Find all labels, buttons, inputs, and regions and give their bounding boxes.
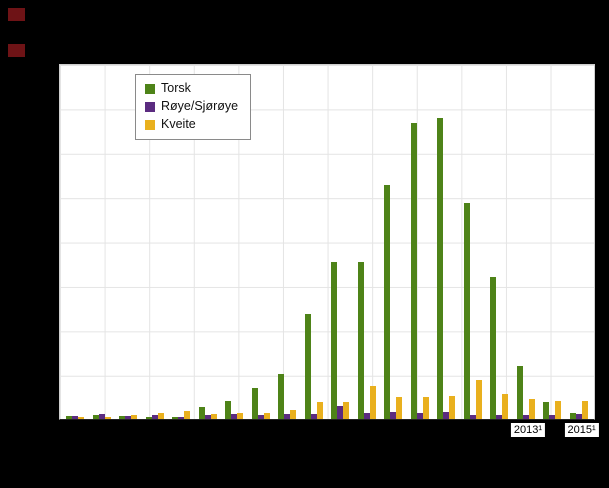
bar-kveite-2007 <box>369 386 376 419</box>
bar-group-2013 <box>513 65 540 419</box>
bar-kveite-1997 <box>104 417 111 419</box>
plot-area: Torsk Røye/Sjørøye Kveite <box>59 64 595 420</box>
red-marker-bottom <box>8 44 25 57</box>
bar-kveite-2013 <box>528 399 535 419</box>
bar-torsk-2013 <box>516 365 523 419</box>
bar-torsk-1996 <box>66 416 73 419</box>
bar-torsk-2006 <box>331 262 338 419</box>
bar-kveite-2006 <box>343 402 350 419</box>
bar-group-2004 <box>274 65 301 419</box>
bar-torsk-1997 <box>92 414 99 419</box>
bar-kveite-2010 <box>449 396 456 419</box>
bar-r-ye-sj-r-ye-1996 <box>72 415 79 419</box>
bar-torsk-1998 <box>119 416 126 419</box>
bar-group-2012 <box>486 65 513 419</box>
bar-torsk-2000 <box>172 416 179 419</box>
bar-torsk-2010 <box>437 118 444 419</box>
bar-group-1996 <box>62 65 89 419</box>
red-marker-top <box>8 8 25 21</box>
bar-kveite-2004 <box>290 409 297 419</box>
bar-r-ye-sj-r-ye-2008 <box>390 412 397 419</box>
bar-kveite-2009 <box>422 396 429 419</box>
bar-kveite-2000 <box>184 411 191 419</box>
bar-group-1999 <box>142 65 169 419</box>
xtick-2013: 2013¹ <box>510 423 546 437</box>
bar-r-ye-sj-r-ye-1999 <box>151 415 158 419</box>
bar-torsk-2011 <box>463 202 470 419</box>
bar-kveite-2008 <box>396 396 403 419</box>
bar-r-ye-sj-r-ye-2006 <box>337 406 344 419</box>
bar-group-1997 <box>89 65 116 419</box>
bar-r-ye-sj-r-ye-1998 <box>125 416 132 419</box>
bar-r-ye-sj-r-ye-2007 <box>363 413 370 419</box>
bar-r-ye-sj-r-ye-2001 <box>204 414 211 419</box>
bar-r-ye-sj-r-ye-2004 <box>284 414 291 419</box>
legend-swatch-roye-sjoroye <box>145 101 155 112</box>
bar-kveite-1996 <box>78 417 85 419</box>
legend-label-roye-sjoroye: Røye/Sjørøye <box>161 99 239 113</box>
bar-torsk-2004 <box>278 374 285 419</box>
bar-torsk-2014 <box>543 401 550 419</box>
bar-kveite-2005 <box>316 402 323 419</box>
bar-group-2008 <box>380 65 407 419</box>
bar-torsk-1999 <box>145 416 152 419</box>
bar-group-2011 <box>460 65 487 419</box>
bar-group-2014 <box>539 65 566 419</box>
bar-kveite-2001 <box>210 413 217 419</box>
bar-group-2002 <box>221 65 248 419</box>
legend-item-roye-sjoroye: Røye/Sjørøye <box>145 99 238 114</box>
legend-label-torsk: Torsk <box>161 81 191 95</box>
bar-r-ye-sj-r-ye-2005 <box>310 414 317 419</box>
bar-kveite-2003 <box>263 412 270 419</box>
bar-r-ye-sj-r-ye-2003 <box>257 415 264 419</box>
bar-kveite-1999 <box>157 412 164 419</box>
bar-group-2007 <box>354 65 381 419</box>
bar-torsk-2002 <box>225 401 232 419</box>
bar-r-ye-sj-r-ye-2013 <box>522 415 529 419</box>
bar-r-ye-sj-r-ye-2012 <box>496 414 503 419</box>
bar-r-ye-sj-r-ye-2009 <box>416 413 423 419</box>
legend-swatch-kveite <box>145 119 155 130</box>
bar-r-ye-sj-r-ye-2000 <box>178 417 185 419</box>
bar-group-2006 <box>327 65 354 419</box>
bar-torsk-2009 <box>410 122 417 419</box>
bar-group-2015 <box>566 65 593 419</box>
bar-r-ye-sj-r-ye-1997 <box>98 414 105 419</box>
legend-label-kveite: Kveite <box>161 117 196 131</box>
legend-item-torsk: Torsk <box>145 81 238 96</box>
legend: Torsk Røye/Sjørøye Kveite <box>135 74 252 140</box>
bar-kveite-2002 <box>237 413 244 419</box>
bar-kveite-2014 <box>555 401 562 419</box>
bar-kveite-2012 <box>502 394 509 419</box>
bar-kveite-1998 <box>131 414 138 419</box>
legend-swatch-torsk <box>145 83 155 94</box>
legend-item-kveite: Kveite <box>145 117 238 132</box>
bar-group-1998 <box>115 65 142 419</box>
bar-r-ye-sj-r-ye-2014 <box>549 414 556 419</box>
bar-r-ye-sj-r-ye-2015 <box>575 414 582 419</box>
bar-torsk-2008 <box>384 185 391 419</box>
bar-group-2005 <box>301 65 328 419</box>
bar-kveite-2011 <box>475 379 482 419</box>
bar-r-ye-sj-r-ye-2010 <box>443 412 450 419</box>
bar-group-2000 <box>168 65 195 419</box>
bar-group-2003 <box>248 65 275 419</box>
bar-torsk-2012 <box>490 276 497 419</box>
bar-torsk-2015 <box>569 413 576 419</box>
bar-torsk-2007 <box>357 261 364 419</box>
bars-container <box>60 65 594 419</box>
bar-group-2009 <box>407 65 434 419</box>
bar-torsk-2003 <box>251 388 258 419</box>
xtick-2015: 2015¹ <box>564 423 599 437</box>
bar-kveite-2015 <box>581 401 588 419</box>
bar-torsk-2001 <box>198 406 205 419</box>
bar-group-2010 <box>433 65 460 419</box>
bar-r-ye-sj-r-ye-2002 <box>231 414 238 419</box>
bar-torsk-2005 <box>304 314 311 419</box>
bar-group-2001 <box>195 65 222 419</box>
bar-r-ye-sj-r-ye-2011 <box>469 415 476 419</box>
